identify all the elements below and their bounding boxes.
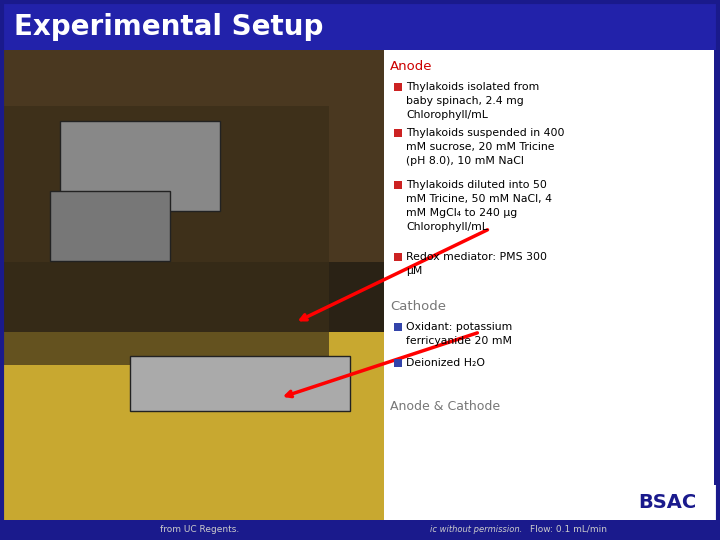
Bar: [4, 50, 386, 520]
Bar: [4, 332, 386, 520]
Text: Oxidant: potassium
ferricyanide 20 mM: Oxidant: potassium ferricyanide 20 mM: [406, 322, 512, 346]
Text: Experimental Setup: Experimental Setup: [14, 13, 323, 41]
Text: Thylakoids isolated from
baby spinach, 2.4 mg
Chlorophyll/mL: Thylakoids isolated from baby spinach, 2…: [406, 82, 539, 120]
Bar: [4, 520, 716, 538]
Text: Thylakoids suspended in 400
mM sucrose, 20 mM Tricine
(pH 8.0), 10 mM NaCl: Thylakoids suspended in 400 mM sucrose, …: [406, 128, 564, 166]
Bar: [60, 120, 220, 211]
Bar: [618, 485, 716, 520]
Bar: [394, 181, 402, 189]
Text: Anode & Cathode: Anode & Cathode: [390, 400, 500, 413]
Text: BSAC: BSAC: [638, 492, 696, 511]
Bar: [4, 261, 386, 332]
Bar: [4, 4, 716, 50]
Text: from UC Regents.: from UC Regents.: [161, 524, 240, 534]
Text: Redox mediator: PMS 300
μM: Redox mediator: PMS 300 μM: [406, 252, 547, 276]
Bar: [384, 50, 716, 520]
Bar: [130, 355, 350, 410]
Bar: [394, 129, 402, 137]
Bar: [394, 253, 402, 261]
Bar: [714, 50, 717, 520]
Text: ic without permission.: ic without permission.: [430, 524, 522, 534]
Text: Cathode: Cathode: [390, 300, 446, 313]
Text: Anode: Anode: [390, 60, 433, 73]
Bar: [50, 191, 170, 261]
Text: Deionized H₂O: Deionized H₂O: [406, 358, 485, 368]
Bar: [394, 83, 402, 91]
Text: Flow: 0.1 mL/min: Flow: 0.1 mL/min: [530, 524, 607, 534]
Bar: [4, 50, 386, 261]
Bar: [4, 106, 329, 365]
Bar: [394, 323, 402, 331]
Bar: [394, 359, 402, 367]
Text: Thylakoids diluted into 50
mM Tricine, 50 mM NaCl, 4
mM MgCl₄ to 240 μg
Chloroph: Thylakoids diluted into 50 mM Tricine, 5…: [406, 180, 552, 232]
